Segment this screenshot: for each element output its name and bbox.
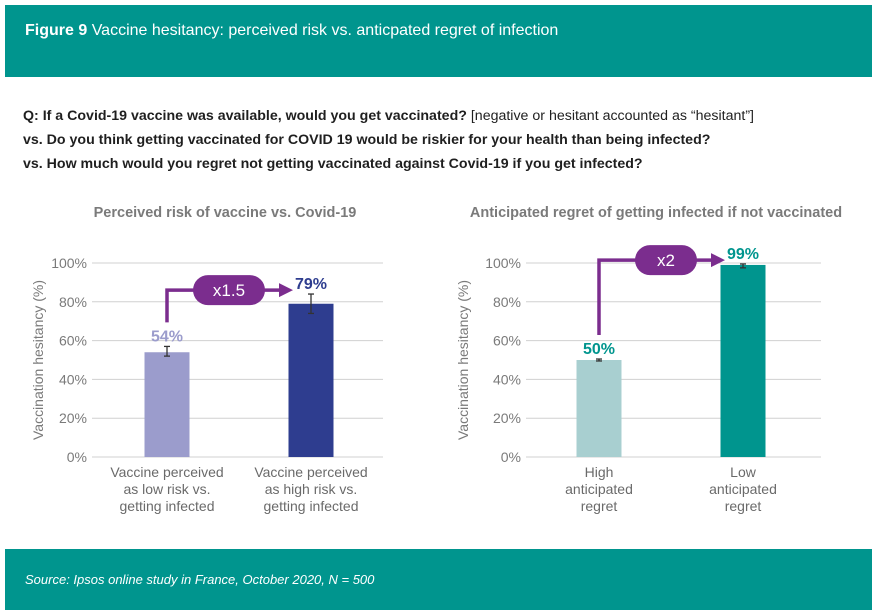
header-band: [5, 5, 872, 77]
multiplier-label: x2: [657, 251, 675, 270]
chart-title: Perceived risk of vaccine vs. Covid-19: [94, 205, 357, 221]
source-note: Source: Ipsos online study in France, Oc…: [25, 572, 375, 587]
multiplier-arrow: x1.5: [165, 275, 293, 323]
bar: [144, 352, 190, 457]
y-tick-label: 100%: [485, 255, 521, 271]
x-category-label: getting infected: [120, 498, 215, 514]
data-label: 54%: [151, 328, 183, 345]
question-line-2: vs. Do you think getting vaccinated for …: [23, 132, 711, 148]
x-category-label: regret: [581, 498, 618, 514]
x-category-label: regret: [725, 498, 762, 514]
y-tick-label: 40%: [59, 371, 87, 387]
y-tick-label: 100%: [51, 255, 87, 271]
y-tick-label: 40%: [493, 371, 521, 387]
arrow-head: [279, 283, 293, 298]
x-category-label: Vaccine perceived: [254, 464, 367, 480]
y-tick-label: 60%: [493, 333, 521, 349]
data-label: 79%: [295, 276, 327, 293]
y-tick-label: 80%: [59, 294, 87, 310]
x-category-label: getting infected: [264, 498, 359, 514]
y-axis-label: Vaccination hesitancy (%): [455, 280, 471, 440]
error-bar: [164, 345, 170, 357]
bar: [288, 303, 334, 457]
x-category-label: anticipated: [709, 481, 777, 497]
y-tick-label: 0%: [501, 449, 521, 465]
x-category-label: High: [585, 464, 614, 480]
y-tick-label: 20%: [493, 410, 521, 426]
y-tick-label: 20%: [59, 410, 87, 426]
error-bar: [596, 358, 602, 362]
question-block: Q: If a Covid-19 vaccine was available, …: [23, 104, 754, 176]
error-bar: [308, 293, 314, 315]
multiplier-label: x1.5: [213, 281, 245, 300]
bar: [576, 360, 622, 457]
x-category-label: as high risk vs.: [265, 481, 358, 497]
question-note: [negative or hesitant accounted as “hesi…: [470, 108, 754, 124]
data-label: 99%: [727, 246, 759, 263]
chart-title: Anticipated regret of getting infected i…: [470, 205, 842, 221]
x-category-label: Low: [730, 464, 757, 480]
question-line-1: Q: If a Covid-19 vaccine was available, …: [23, 108, 467, 124]
multiplier-arrow: x2: [597, 245, 725, 336]
x-category-label: as low risk vs.: [123, 481, 210, 497]
figure-number: Figure 9: [25, 22, 88, 39]
y-tick-label: 60%: [59, 333, 87, 349]
figure-title: Figure 9 Vaccine hesitancy: perceived ri…: [25, 22, 558, 40]
footer-band: [5, 549, 872, 610]
figure-title-text: Vaccine hesitancy: perceived risk vs. an…: [91, 22, 559, 39]
chart-perceived-risk: Perceived risk of vaccine vs. Covid-19 Va…: [30, 205, 383, 514]
multiplier-badge: [193, 275, 265, 306]
x-category-label: Vaccine perceived: [110, 464, 223, 480]
arrow-head: [711, 253, 725, 268]
error-bar: [740, 263, 746, 269]
question-line-3: vs. How much would you regret not gettin…: [23, 156, 643, 172]
y-tick-label: 0%: [67, 449, 87, 465]
data-label: 50%: [583, 341, 615, 358]
chart-anticipated-regret: Anticipated regret of getting infected i…: [455, 205, 842, 514]
y-tick-label: 80%: [493, 294, 521, 310]
bar: [720, 264, 766, 457]
multiplier-badge: [635, 245, 697, 276]
x-category-label: anticipated: [565, 481, 633, 497]
y-axis-label: Vaccination hesitancy (%): [30, 280, 46, 440]
